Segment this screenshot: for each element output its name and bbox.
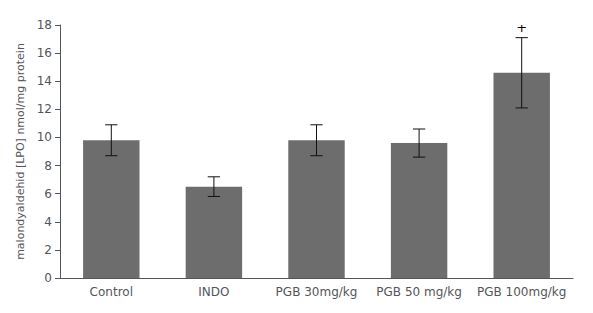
svg-text:0: 0: [44, 271, 52, 285]
svg-text:malondyaldehid [LPO] nmol/mg p: malondyaldehid [LPO] nmol/mg protein: [14, 43, 27, 260]
svg-text:6: 6: [44, 187, 52, 201]
svg-text:18: 18: [37, 18, 52, 32]
svg-text:PGB 100mg/kg: PGB 100mg/kg: [477, 285, 566, 299]
svg-text:PGB 50 mg/kg: PGB 50 mg/kg: [376, 285, 462, 299]
svg-text:14: 14: [37, 74, 52, 88]
svg-text:16: 16: [37, 46, 52, 60]
svg-text:+: +: [516, 20, 527, 35]
svg-text:8: 8: [44, 159, 52, 173]
svg-text:Control: Control: [90, 285, 133, 299]
svg-text:2: 2: [44, 243, 52, 257]
svg-text:INDO: INDO: [198, 285, 229, 299]
svg-text:10: 10: [37, 130, 52, 144]
svg-text:12: 12: [37, 102, 52, 116]
svg-text:PGB 30mg/kg: PGB 30mg/kg: [276, 285, 358, 299]
svg-text:4: 4: [44, 215, 52, 229]
